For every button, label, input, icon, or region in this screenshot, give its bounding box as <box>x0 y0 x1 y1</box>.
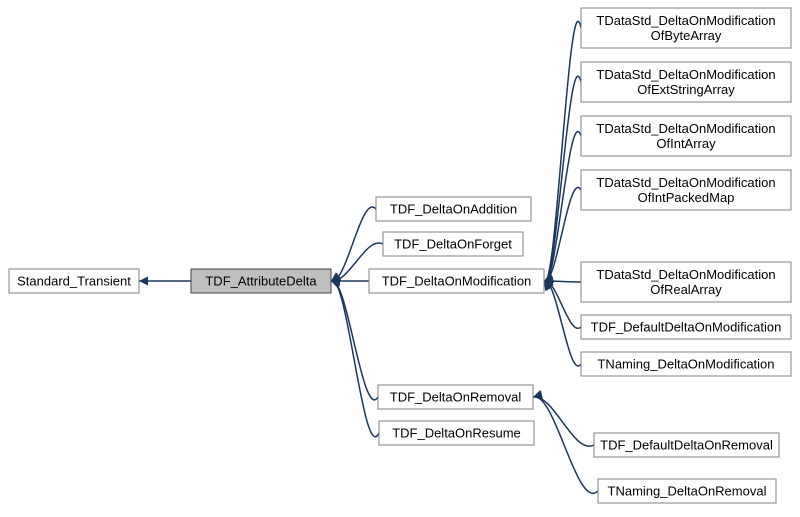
class-node-r_default[interactable]: TDF_DefaultDeltaOnRemoval <box>594 433 779 457</box>
class-node-attr_delta[interactable]: TDF_AttributeDelta <box>191 269 331 293</box>
class-label: OfByteArray <box>651 28 722 43</box>
class-node-m_intpacked[interactable]: TDataStd_DeltaOnModificationOfIntPackedM… <box>581 170 791 210</box>
class-label: TNaming_DeltaOnRemoval <box>608 483 767 498</box>
class-label: TDF_DefaultDeltaOnModification <box>591 319 782 334</box>
class-node-m_tnaming[interactable]: TNaming_DeltaOnModification <box>581 352 791 376</box>
class-node-r_tnaming[interactable]: TNaming_DeltaOnRemoval <box>598 479 776 503</box>
inheritance-edge <box>533 397 598 494</box>
class-label: TDataStd_DeltaOnModification <box>596 267 775 282</box>
class-label: TDF_DeltaOnRemoval <box>390 389 522 404</box>
class-node-d_forget[interactable]: TDF_DeltaOnForget <box>383 232 523 256</box>
arrowhead-icon <box>139 277 148 286</box>
arrowhead-icon <box>331 272 341 281</box>
class-label: OfExtStringArray <box>637 82 735 97</box>
class-label: TDataStd_DeltaOnModification <box>596 67 775 82</box>
inheritance-edge <box>544 281 581 366</box>
class-label: TDF_DefaultDeltaOnRemoval <box>600 437 773 452</box>
class-node-d_modification[interactable]: TDF_DeltaOnModification <box>369 269 544 293</box>
class-label: Standard_Transient <box>17 273 131 288</box>
class-node-m_bytearray[interactable]: TDataStd_DeltaOnModificationOfByteArray <box>581 8 791 48</box>
inheritance-diagram: Standard_Transient TDF_AttributeDelta TDF_… <box>0 0 800 517</box>
inheritance-edge <box>544 21 581 281</box>
class-label: TDF_DeltaOnForget <box>394 236 512 251</box>
class-node-m_realarray[interactable]: TDataStd_DeltaOnModificationOfRealArray <box>581 262 791 302</box>
class-node-m_default[interactable]: TDF_DefaultDeltaOnModification <box>581 315 791 339</box>
class-label: TDF_DeltaOnModification <box>382 273 532 288</box>
class-label: TNaming_DeltaOnModification <box>597 356 774 371</box>
inheritance-edge <box>533 397 594 446</box>
class-label: TDataStd_DeltaOnModification <box>596 121 775 136</box>
class-node-d_addition[interactable]: TDF_DeltaOnAddition <box>376 197 531 221</box>
class-label: OfIntPackedMap <box>638 190 735 205</box>
inheritance-edge <box>331 281 378 400</box>
class-label: TDF_AttributeDelta <box>205 273 317 288</box>
class-label: OfIntArray <box>656 136 716 151</box>
class-node-m_extstring[interactable]: TDataStd_DeltaOnModificationOfExtStringA… <box>581 62 791 102</box>
class-label: TDataStd_DeltaOnModification <box>596 175 775 190</box>
class-label: TDF_DeltaOnResume <box>392 425 521 440</box>
class-label: TDataStd_DeltaOnModification <box>596 13 775 28</box>
class-node-d_removal[interactable]: TDF_DeltaOnRemoval <box>378 385 533 409</box>
class-node-std_transient[interactable]: Standard_Transient <box>9 269 139 293</box>
class-label: TDF_DeltaOnAddition <box>390 201 517 216</box>
class-label: OfRealArray <box>650 282 722 297</box>
class-node-m_intarray[interactable]: TDataStd_DeltaOnModificationOfIntArray <box>581 116 791 156</box>
inheritance-edge <box>544 76 581 282</box>
inheritance-edge <box>544 132 581 282</box>
class-node-d_resume[interactable]: TDF_DeltaOnResume <box>379 421 534 445</box>
inheritance-edge <box>331 281 379 437</box>
nodes-layer: Standard_Transient TDF_AttributeDelta TDF_… <box>9 8 791 503</box>
